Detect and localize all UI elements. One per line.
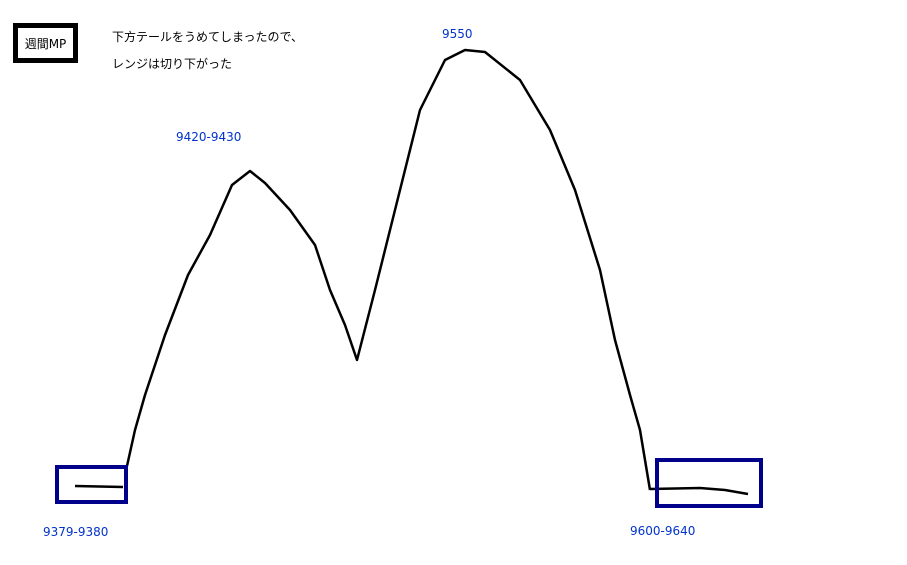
note-line-2: レンジは切り下がった (112, 57, 233, 71)
title-box: 週間MP (13, 23, 78, 63)
title: 週間MP (24, 36, 67, 51)
right-highlight-box (655, 458, 763, 508)
label-second-peak: 9550 (442, 27, 473, 41)
label-first-peak: 9420-9430 (176, 130, 242, 144)
label-left-low: 9379-9380 (43, 525, 109, 539)
left-tail-line (74, 484, 124, 489)
profile-curve (125, 48, 652, 491)
note-line-1: 下方テールをうめてしまったので、 (112, 30, 304, 44)
right-tail-line (649, 486, 749, 496)
left-highlight-box (55, 465, 128, 504)
label-right-low: 9600-9640 (630, 524, 696, 538)
